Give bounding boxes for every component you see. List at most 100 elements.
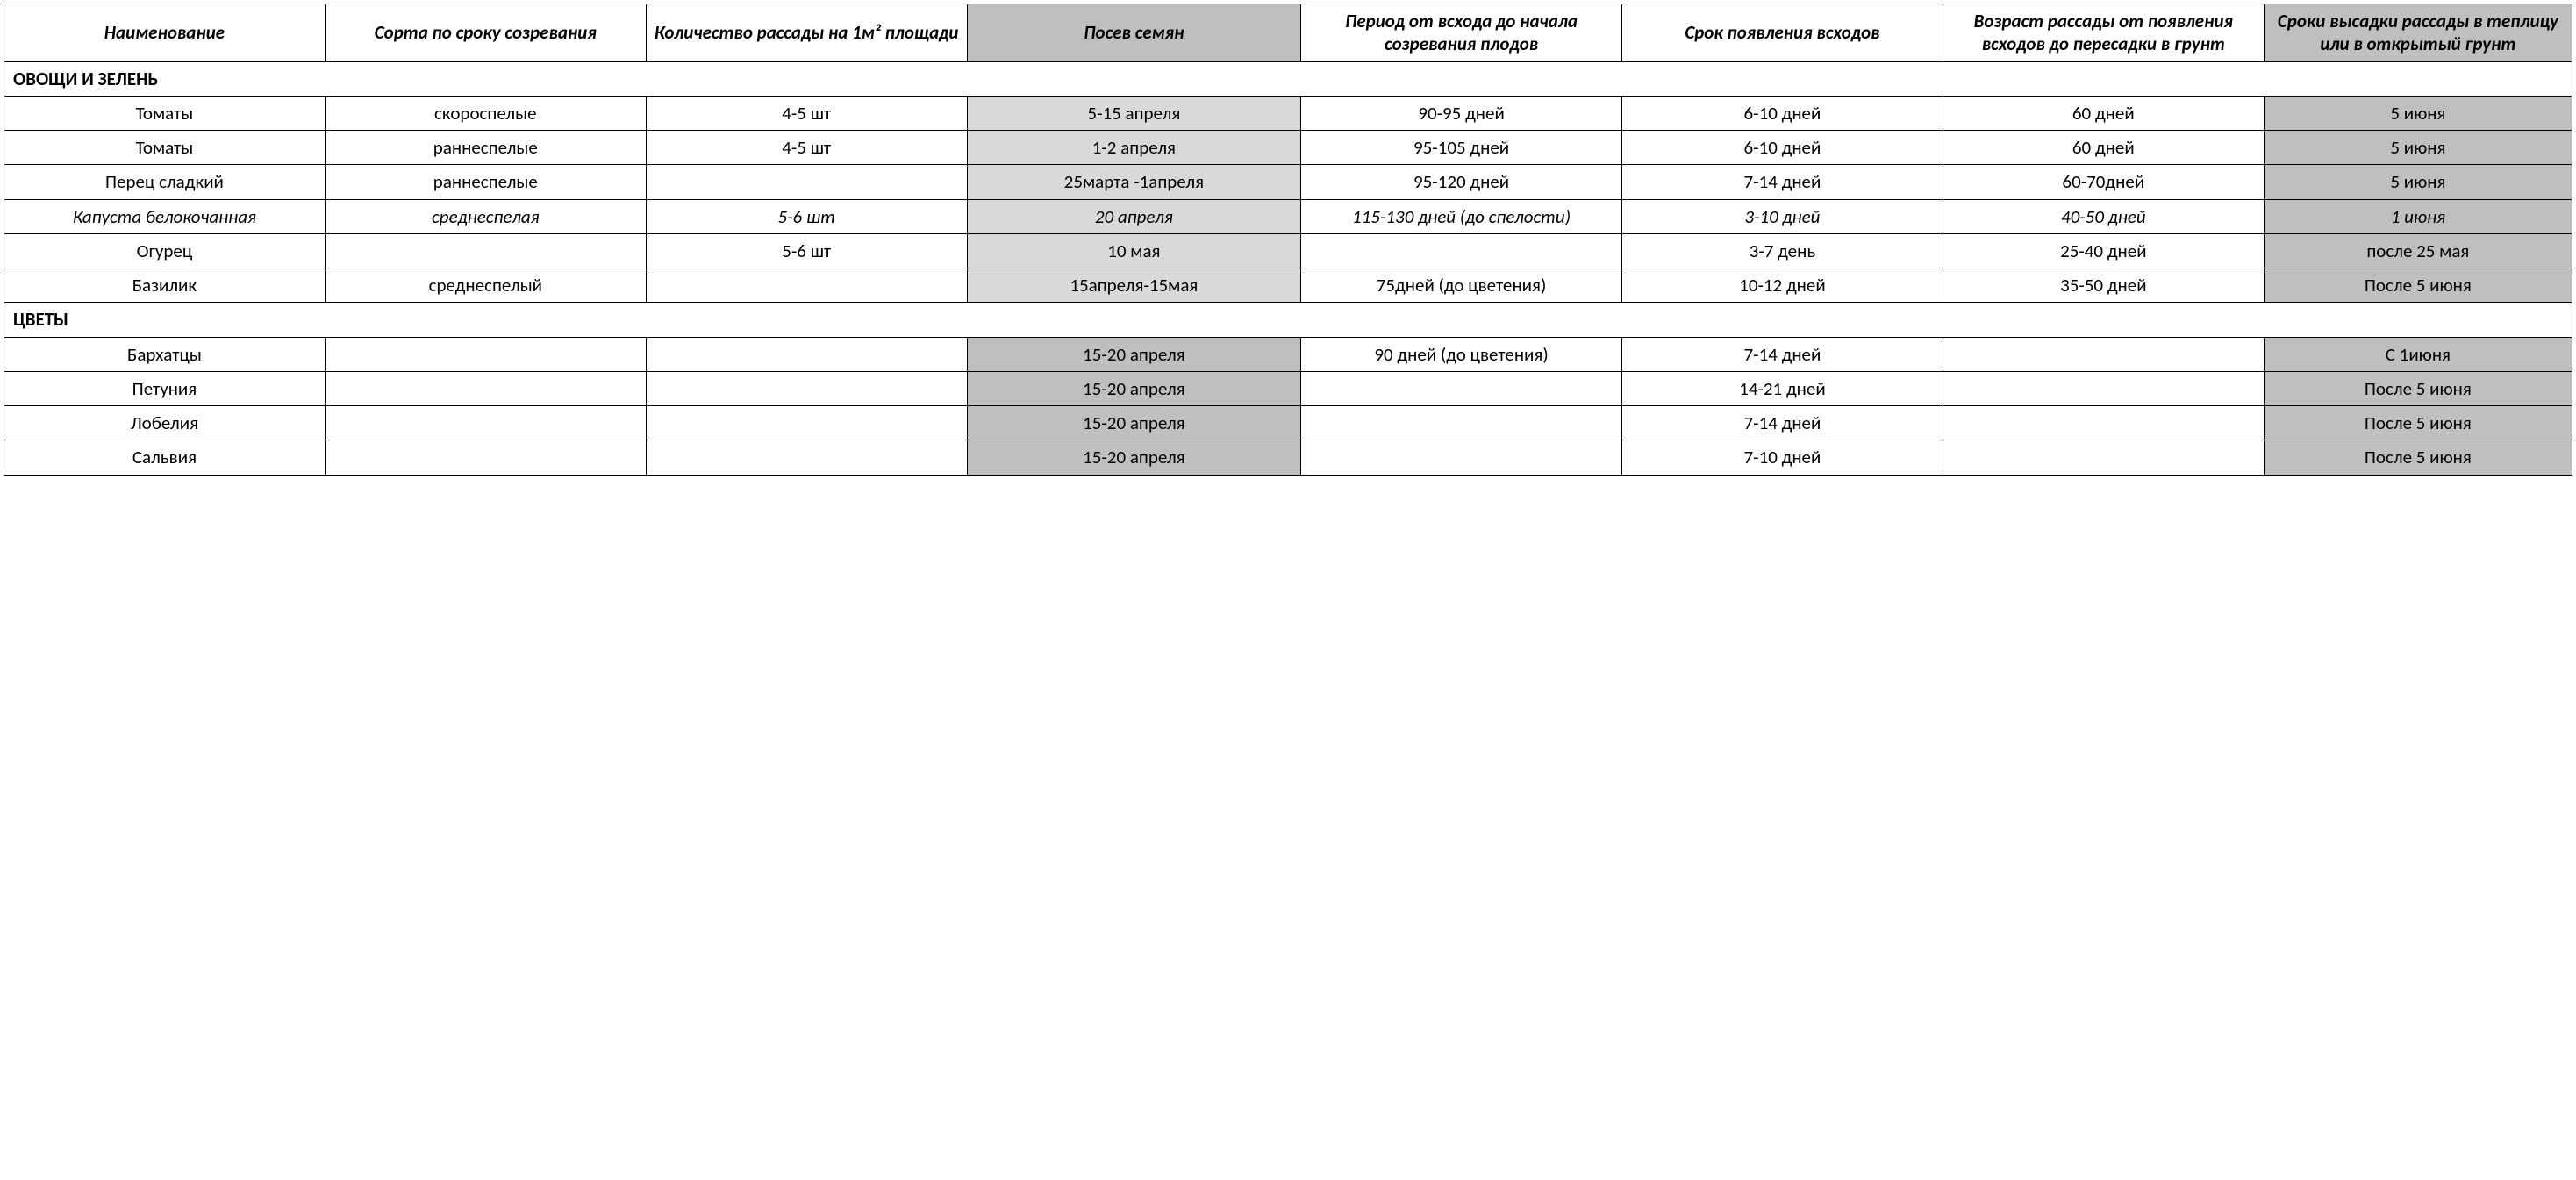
planting-schedule-table: Наименование Сорта по сроку созревания К… — [4, 4, 2572, 476]
section-title: ОВОЩИ И ЗЕЛЕНЬ — [4, 61, 2572, 96]
col-header-sowing: Посев семян — [967, 4, 1301, 62]
table-cell: 7-14 дней — [1622, 406, 1943, 440]
table-cell: 6-10 дней — [1622, 131, 1943, 165]
table-row: Лобелия 15-20 апреля 7-14 дней После 5 июня — [4, 406, 2572, 440]
table-cell: 40-50 дней — [1943, 199, 2264, 233]
table-cell: Бархатцы — [4, 337, 326, 371]
table-cell — [325, 406, 646, 440]
table-cell: 25-40 дней — [1943, 233, 2264, 268]
table-cell: Огурец — [4, 233, 326, 268]
table-cell: скороспелые — [325, 96, 646, 130]
table-cell: 6-10 дней — [1622, 96, 1943, 130]
table-cell: 35-50 дней — [1943, 268, 2264, 303]
table-cell: Капуста белокочанная — [4, 199, 326, 233]
table-cell — [1943, 337, 2264, 371]
col-header-quantity: Количество рассады на 1м² площади — [646, 4, 967, 62]
table-cell: 25марта -1апреля — [967, 165, 1301, 199]
table-cell: 4-5 шт — [646, 131, 967, 165]
table-cell — [325, 233, 646, 268]
table-cell: 5-15 апреля — [967, 96, 1301, 130]
table-cell — [1943, 371, 2264, 405]
table-cell: 60-70дней — [1943, 165, 2264, 199]
table-cell: 60 дней — [1943, 96, 2264, 130]
table-cell: 7-14 дней — [1622, 337, 1943, 371]
table-cell: среднеспелая — [325, 199, 646, 233]
table-cell — [1301, 440, 1622, 475]
table-cell: после 25 мая — [2264, 233, 2572, 268]
table-cell — [1301, 371, 1622, 405]
table-cell: 10-12 дней — [1622, 268, 1943, 303]
table-cell: 15-20 апреля — [967, 440, 1301, 475]
table-row: Капуста белокочаннаясреднеспелая5-6 шт20… — [4, 199, 2572, 233]
table-cell: После 5 июня — [2264, 440, 2572, 475]
table-cell: 3-7 день — [1622, 233, 1943, 268]
table-cell — [325, 337, 646, 371]
table-cell: После 5 июня — [2264, 371, 2572, 405]
table-cell: 75дней (до цветения) — [1301, 268, 1622, 303]
table-cell: 60 дней — [1943, 131, 2264, 165]
table-cell: 1 июня — [2264, 199, 2572, 233]
table-cell: 20 апреля — [967, 199, 1301, 233]
table-cell: среднеспелый — [325, 268, 646, 303]
table-cell: С 1июня — [2264, 337, 2572, 371]
table-cell: 1-2 апреля — [967, 131, 1301, 165]
table-row: Бархатцы 15-20 апреля90 дней (до цветения… — [4, 337, 2572, 371]
table-cell: 3-10 дней — [1622, 199, 1943, 233]
col-header-name: Наименование — [4, 4, 326, 62]
table-cell: раннеспелые — [325, 131, 646, 165]
table-cell: 7-10 дней — [1622, 440, 1943, 475]
table-cell — [1943, 406, 2264, 440]
table-cell — [646, 337, 967, 371]
table-cell — [325, 371, 646, 405]
table-cell: 5-6 шт — [646, 233, 967, 268]
table-cell: Петуния — [4, 371, 326, 405]
table-cell: 15-20 апреля — [967, 371, 1301, 405]
table-cell: Лобелия — [4, 406, 326, 440]
table-row: Базиликсреднеспелый 15апреля-15мая75дней … — [4, 268, 2572, 303]
table-cell: 7-14 дней — [1622, 165, 1943, 199]
table-cell: Сальвия — [4, 440, 326, 475]
table-cell: 95-105 дней — [1301, 131, 1622, 165]
table-cell: 90 дней (до цветения) — [1301, 337, 1622, 371]
table-cell — [1943, 440, 2264, 475]
table-cell: 15апреля-15мая — [967, 268, 1301, 303]
col-header-sprout-time: Срок появления всходов — [1622, 4, 1943, 62]
table-cell: 14-21 дней — [1622, 371, 1943, 405]
table-cell: Томаты — [4, 96, 326, 130]
table-cell — [1301, 406, 1622, 440]
table-row: Сальвия 15-20 апреля 7-10 дней После 5 июня — [4, 440, 2572, 475]
table-body: ОВОЩИ И ЗЕЛЕНЬТоматыскороспелые4-5 шт5-1… — [4, 61, 2572, 475]
table-cell — [646, 406, 967, 440]
section-title: ЦВЕТЫ — [4, 303, 2572, 337]
table-row: Петуния 15-20 апреля 14-21 дней После 5 июн… — [4, 371, 2572, 405]
table-cell: 10 мая — [967, 233, 1301, 268]
section-row: ЦВЕТЫ — [4, 303, 2572, 337]
table-cell: После 5 июня — [2264, 268, 2572, 303]
table-row: Огурец 5-6 шт10 мая 3-7 день25-40 днейпосл… — [4, 233, 2572, 268]
table-cell — [325, 440, 646, 475]
table-cell: 15-20 апреля — [967, 406, 1301, 440]
table-cell: 95-120 дней — [1301, 165, 1622, 199]
col-header-variety: Сорта по сроку созревания — [325, 4, 646, 62]
table-row: Перец сладкийраннеспелые 25марта -1апреля… — [4, 165, 2572, 199]
table-cell: 5-6 шт — [646, 199, 967, 233]
table-cell — [646, 440, 967, 475]
table-cell: раннеспелые — [325, 165, 646, 199]
table-cell: Перец сладкий — [4, 165, 326, 199]
header-row: Наименование Сорта по сроку созревания К… — [4, 4, 2572, 62]
table-cell: 15-20 апреля — [967, 337, 1301, 371]
table-cell: Томаты — [4, 131, 326, 165]
table-cell: Базилик — [4, 268, 326, 303]
table-cell: 115-130 дней (до спелости) — [1301, 199, 1622, 233]
section-row: ОВОЩИ И ЗЕЛЕНЬ — [4, 61, 2572, 96]
table-cell — [1301, 233, 1622, 268]
table-cell: 90-95 дней — [1301, 96, 1622, 130]
table-cell: После 5 июня — [2264, 406, 2572, 440]
table-row: Томатыраннеспелые4-5 шт1-2 апреля95-105 … — [4, 131, 2572, 165]
col-header-transplant: Сроки высадки рассады в теплицу или в от… — [2264, 4, 2572, 62]
table-cell: 5 июня — [2264, 131, 2572, 165]
table-cell — [646, 268, 967, 303]
col-header-seedling-age: Возраст рассады от появления всходов до … — [1943, 4, 2264, 62]
table-cell — [646, 371, 967, 405]
table-cell: 5 июня — [2264, 96, 2572, 130]
